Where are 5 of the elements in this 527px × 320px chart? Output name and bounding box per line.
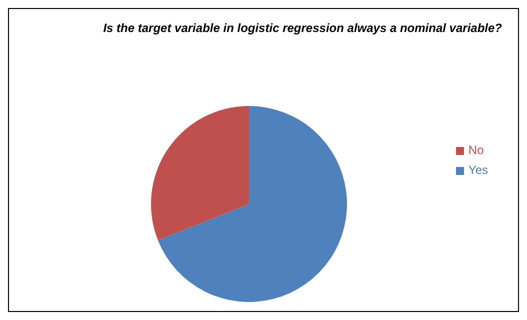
pie-slice — [151, 106, 249, 240]
pie-slice — [158, 106, 347, 302]
legend-label: Yes — [468, 163, 488, 177]
chart-title: Is the target variable in logistic regression always a nominal variable? — [103, 21, 502, 35]
legend-label: No — [468, 143, 484, 157]
